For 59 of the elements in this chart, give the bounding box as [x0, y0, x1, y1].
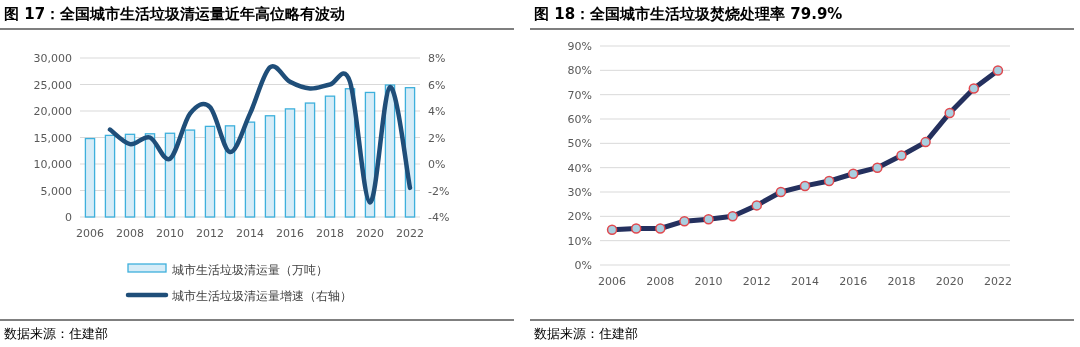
y2-tick-label: 6%	[428, 78, 446, 92]
y-tick-label: 0	[65, 211, 72, 224]
x-tick-label: 2022	[396, 227, 424, 240]
x-tick-label: 2014	[236, 227, 264, 240]
bar	[104, 134, 116, 218]
x-tick-label: 2008	[116, 227, 144, 240]
bar	[264, 115, 276, 218]
source-note: 数据来源：住建部	[4, 326, 108, 341]
y2-tick-label: 4%	[428, 105, 446, 118]
bar	[124, 133, 136, 218]
y2-tick-label: -2%	[428, 184, 450, 198]
y-tick-label: 60%	[567, 113, 592, 126]
y-tick-label: 70%	[567, 88, 592, 102]
y-tick-label: 5,000	[40, 184, 72, 198]
bar	[284, 108, 296, 218]
y-tick-label: 25,000	[33, 78, 72, 92]
x-tick-label: 2010	[156, 227, 184, 240]
y-tick-label: 40%	[567, 161, 592, 175]
x-tick-label: 2018	[887, 275, 916, 288]
y2-tick-label: 8%	[428, 52, 446, 65]
x-tick-label: 2012	[196, 227, 224, 240]
y-tick-label: 20%	[567, 210, 592, 224]
x-tick-label: 2022	[983, 275, 1012, 288]
y2-tick-label: 2%	[428, 131, 446, 145]
bar	[84, 137, 96, 218]
x-tick-label: 2006	[76, 227, 104, 240]
bar	[184, 129, 196, 218]
y-tick-label: 15,000	[33, 131, 72, 145]
x-tick-label: 2008	[646, 275, 675, 288]
x-tick-label: 2020	[356, 227, 384, 240]
x-tick-label: 2020	[935, 275, 964, 288]
line-series	[107, 65, 413, 205]
y-tick-label: 20,000	[33, 105, 72, 118]
y2-tick-label: 0%	[428, 158, 446, 171]
y-tick-label: 10%	[567, 234, 592, 248]
y-tick-label: 30,000	[33, 52, 72, 65]
chart-title: 图 17：全国城市生活垃圾清运量近年高位略有波动	[4, 5, 346, 23]
x-tick-label: 2016	[276, 227, 304, 240]
bar	[304, 102, 316, 218]
y-tick-label: 0%	[574, 259, 592, 272]
y2-tick-label: -4%	[428, 211, 450, 224]
x-tick-label: 2010	[694, 275, 723, 288]
bar	[204, 125, 216, 218]
x-tick-label: 2012	[742, 275, 771, 288]
y-tick-label: 30%	[567, 186, 592, 199]
bar	[324, 95, 336, 218]
y-tick-label: 50%	[567, 137, 592, 151]
x-tick-label: 2018	[316, 227, 344, 240]
legend-label: 城市生活垃圾清运量增速（右轴）	[171, 289, 352, 303]
x-tick-label: 2014	[791, 275, 819, 288]
bar	[244, 121, 256, 218]
x-tick-label: 2016	[839, 275, 868, 288]
source-note: 数据来源：住建部	[534, 326, 638, 341]
y-tick-label: 80%	[567, 64, 592, 78]
y-tick-label: 10,000	[33, 158, 72, 171]
chart-title: 图 18：全国城市生活垃圾焚烧处理率 79.9%	[534, 5, 843, 23]
x-tick-label: 2006	[598, 275, 627, 288]
y-tick-label: 90%	[567, 40, 592, 53]
legend-label: 城市生活垃圾清运量（万吨）	[171, 263, 328, 277]
